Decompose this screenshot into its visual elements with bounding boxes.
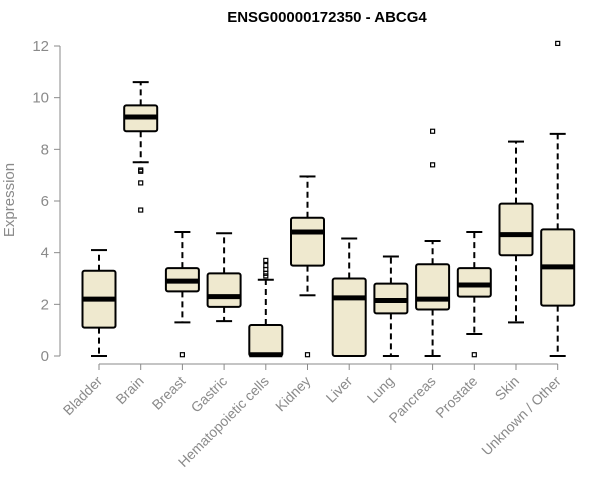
box-hematopoietic-cells: [248, 257, 284, 358]
outlier-point: [263, 257, 269, 264]
box-body: [498, 202, 534, 257]
y-tick-label: 4: [41, 245, 49, 262]
y-tick-label: 6: [41, 193, 49, 210]
chart-title: ENSG00000172350 - ABCG4: [227, 9, 427, 26]
box-lung: [373, 255, 409, 357]
outlier-point: [555, 40, 561, 47]
x-tick-label: Liver: [323, 373, 356, 406]
box-body: [206, 272, 242, 308]
x-tick-label: Bladder: [60, 373, 106, 419]
y-axis-label: Expression: [1, 163, 18, 237]
outlier-point: [430, 128, 436, 134]
box-breast: [164, 231, 200, 358]
y-tick-label: 12: [32, 38, 49, 55]
x-tick-label: Unknown / Other: [478, 373, 564, 459]
box-bladder: [81, 249, 117, 357]
x-tick-label: Skin: [492, 373, 523, 404]
box-body: [290, 216, 325, 267]
box-unknown-other: [540, 40, 576, 357]
outlier-point: [138, 180, 144, 186]
box-body: [331, 277, 367, 357]
x-tick-label: Prostate: [432, 373, 480, 421]
x-tick-label: Breast: [149, 373, 189, 413]
box-pancreas: [415, 128, 451, 357]
box-brain: [123, 81, 159, 213]
box-skin: [498, 140, 534, 324]
outlier-point: [138, 167, 144, 173]
x-tick-label: Lung: [364, 373, 397, 406]
outlier-point: [430, 162, 436, 168]
box-liver: [331, 237, 367, 357]
box-kidney: [290, 175, 325, 358]
box-gastric: [206, 232, 242, 323]
y-tick-label: 8: [41, 141, 49, 158]
x-tick-label: Brain: [112, 373, 146, 407]
box-body: [415, 263, 451, 311]
outlier-point: [304, 352, 311, 358]
outlier-point: [179, 352, 185, 358]
box-body: [456, 267, 492, 298]
y-axis: 0 2 4 6 8 10 12: [32, 38, 61, 365]
y-tick-label: 0: [41, 348, 49, 365]
y-tick-label: 10: [32, 90, 49, 107]
outlier-point: [471, 352, 477, 358]
box-group: [81, 40, 576, 358]
x-tick-label: Kidney: [272, 373, 314, 415]
box-body: [248, 324, 284, 357]
box-prostate: [456, 231, 492, 358]
outlier-point: [138, 168, 144, 174]
y-tick-label: 2: [41, 296, 49, 313]
outlier-point: [263, 262, 269, 269]
outlier-point: [138, 207, 144, 213]
